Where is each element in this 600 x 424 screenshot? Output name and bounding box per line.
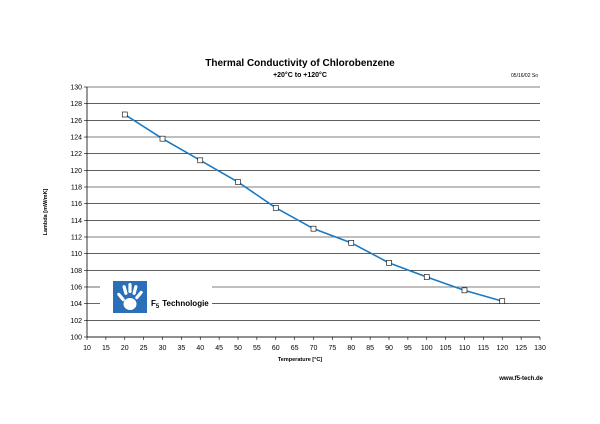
data-point-marker xyxy=(310,225,317,232)
x-axis-label: Temperature [°C] xyxy=(277,357,323,363)
x-tick-label: 55 xyxy=(253,345,261,352)
x-tick-label: 90 xyxy=(385,345,393,352)
y-tick-label: 110 xyxy=(71,251,82,258)
x-tick-label: 80 xyxy=(347,345,355,352)
data-point-marker xyxy=(348,240,355,246)
y-tick-label: 114 xyxy=(71,218,82,225)
data-point-marker xyxy=(121,111,128,118)
company-logo: F5 Technologie xyxy=(113,281,209,313)
series-line xyxy=(124,113,503,302)
website-url[interactable]: www.f5-tech.de xyxy=(499,376,543,382)
y-tick-label: 124 xyxy=(70,135,82,142)
y-tick-label: 108 xyxy=(70,268,82,275)
chart-subtitle: +20°C to +120°C xyxy=(273,72,327,79)
x-tick-label: 120 xyxy=(496,345,508,352)
data-point-marker xyxy=(159,135,166,142)
y-tick-label: 100 xyxy=(70,335,82,342)
x-tick-label: 75 xyxy=(328,345,336,352)
y-tick-label: 112 xyxy=(71,235,82,242)
y-tick-label: 128 xyxy=(70,101,82,108)
x-tick-label: 100 xyxy=(421,345,433,352)
y-tick-label: 122 xyxy=(70,151,82,158)
data-point-marker xyxy=(461,287,468,294)
x-tick-label: 95 xyxy=(404,345,412,352)
x-tick-label: 10 xyxy=(83,345,91,352)
data-series xyxy=(121,111,506,304)
x-tick-labels: 10 15 20 25 30 35 40 45 50 55 60 65 70 75 80 85 90 95 100 1… xyxy=(83,345,546,352)
hand-icon xyxy=(117,283,143,310)
data-point-marker xyxy=(197,157,204,164)
y-tick-label: 120 xyxy=(70,168,82,175)
y-tick-label: 130 xyxy=(70,85,82,92)
x-tick-label: 35 xyxy=(177,345,185,352)
y-tick-labels: 100 102 104 106 108 110 112 114 116 118 120 122 124 1… xyxy=(70,85,82,342)
x-tick-label: 105 xyxy=(440,345,452,352)
y-tick-label: 116 xyxy=(71,201,82,208)
x-tick-label: 85 xyxy=(366,345,374,352)
x-tick-label: 115 xyxy=(478,345,489,352)
y-tick-label: 104 xyxy=(70,301,82,308)
x-tick-label: 125 xyxy=(515,345,527,352)
x-tick-label: 15 xyxy=(102,345,110,352)
data-point-marker xyxy=(386,260,392,266)
x-tick-label: 60 xyxy=(272,345,280,352)
x-tick-label: 50 xyxy=(234,345,242,352)
x-tick-label: 30 xyxy=(159,345,167,352)
axes xyxy=(84,86,541,340)
data-point-marker xyxy=(272,205,279,211)
x-tick-label: 130 xyxy=(534,345,546,352)
x-tick-label: 40 xyxy=(196,345,204,352)
y-tick-label: 118 xyxy=(71,185,82,192)
grid-lines xyxy=(87,86,540,338)
data-point-marker xyxy=(423,274,430,280)
x-tick-label: 20 xyxy=(121,345,129,352)
y-tick-label: 102 xyxy=(70,318,82,325)
x-tick-label: 45 xyxy=(215,345,223,352)
y-tick-label: 106 xyxy=(70,285,82,292)
x-tick-label: 70 xyxy=(310,345,318,352)
date-stamp: 05/16/02 So xyxy=(511,73,538,79)
logo-text: F5 Technologie xyxy=(151,299,209,310)
x-tick-label: 110 xyxy=(459,345,470,352)
chart-title: Thermal Conductivity of Chlorobenzene xyxy=(205,58,395,69)
y-tick-label: 126 xyxy=(70,118,82,125)
x-tick-label: 65 xyxy=(291,345,299,352)
data-point-marker xyxy=(499,298,506,304)
data-point-marker xyxy=(235,179,241,185)
x-tick-label: 25 xyxy=(140,345,148,352)
